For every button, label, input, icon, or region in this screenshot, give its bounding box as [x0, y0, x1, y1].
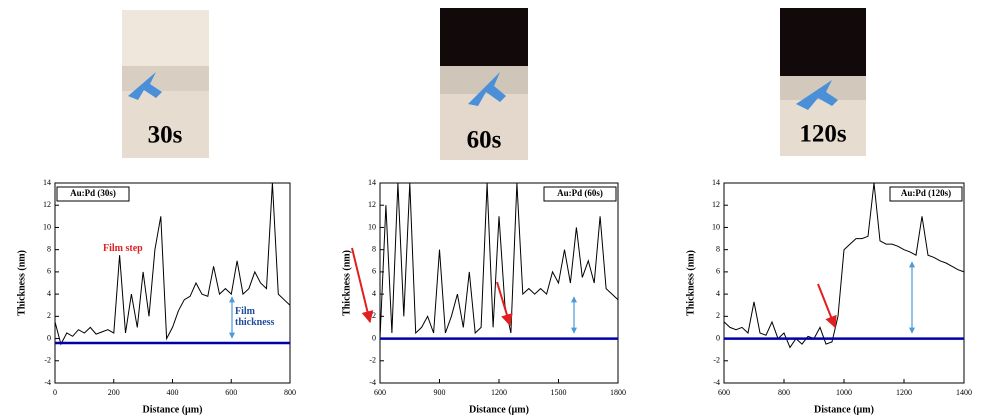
legend-box [889, 186, 963, 202]
y-tick-label: 0 [716, 333, 720, 342]
photo-label: 120s [799, 121, 847, 148]
x-tick-label: 1000 [836, 388, 852, 397]
y-tick-label: 2 [716, 311, 720, 320]
plot-frame [723, 182, 965, 384]
y-tick-label: -2 [44, 356, 51, 365]
y-tick-label: 0 [372, 333, 376, 342]
y-tick-label: -2 [369, 356, 376, 365]
profile-line [723, 182, 965, 349]
y-tick-label: 8 [716, 244, 720, 253]
plot-frame [379, 182, 619, 384]
y-tick-label: 12 [368, 200, 376, 209]
x-tick-label: 600 [718, 388, 730, 397]
chart: -4 -2 0 2 4 6 8 10 12 14 600 900 1200 1500 1800 Distanc… [341, 178, 626, 415]
x-tick-label: 1800 [610, 388, 626, 397]
y-tick-label: 0 [47, 333, 51, 342]
x-tick-label: 400 [167, 388, 179, 397]
y-tick-label: -4 [369, 378, 376, 387]
y-tick-label: 8 [372, 244, 376, 253]
x-tick-label: 900 [434, 388, 446, 397]
y-tick-label: 8 [47, 244, 51, 253]
x-tick-label: 1400 [956, 388, 972, 397]
y-axis-label: Thickness (nm) [685, 250, 696, 316]
photo-label: 60s [467, 127, 502, 154]
y-tick-label: 12 [43, 200, 51, 209]
x-tick-label: 0 [53, 388, 57, 397]
y-tick-label: 4 [716, 289, 720, 298]
photo [440, 8, 528, 160]
photo [780, 8, 866, 156]
y-tick-label: 14 [712, 178, 720, 187]
x-tick-label: 800 [778, 388, 790, 397]
y-tick-label: 6 [372, 267, 376, 276]
chart: -4 -2 0 2 4 6 8 10 12 14 600 800 1000 1200 1400 Distanc… [685, 178, 972, 415]
y-tick-label: -4 [713, 378, 720, 387]
profile-line [379, 182, 619, 339]
y-tick-label: 10 [368, 222, 376, 231]
legend-box [56, 186, 130, 202]
y-tick-label: 6 [47, 267, 51, 276]
annotation: Film thickness [235, 306, 275, 328]
y-axis-label: Thickness (nm) [341, 250, 352, 316]
y-tick-label: 2 [47, 311, 51, 320]
y-tick-label: 6 [716, 267, 720, 276]
legend-box [543, 186, 617, 202]
annotation-text: Film thickness [235, 306, 275, 328]
plot-frame [54, 182, 291, 384]
x-tick-label: 1200 [896, 388, 912, 397]
annotation-text: Film step [103, 243, 143, 254]
step-arrow [496, 281, 513, 327]
y-tick-label: 10 [712, 222, 720, 231]
y-tick-label: 14 [368, 178, 376, 187]
x-axis-label: Distance (µm) [143, 404, 203, 415]
x-tick-label: 200 [108, 388, 120, 397]
legend-label: Au:Pd (30s) [70, 188, 116, 198]
y-tick-label: -2 [713, 356, 720, 365]
legend-label: Au:Pd (120s) [901, 188, 951, 198]
y-axis-label: Thickness (nm) [16, 250, 27, 316]
x-tick-label: 600 [374, 388, 386, 397]
y-tick-label: 10 [43, 222, 51, 231]
photo [122, 10, 209, 158]
x-axis-label: Distance (µm) [814, 404, 874, 415]
x-tick-label: 1500 [551, 388, 567, 397]
step-arrow [351, 247, 374, 324]
y-tick-label: 4 [47, 289, 51, 298]
profile-line [54, 182, 291, 346]
photo-label: 30s [148, 122, 183, 149]
y-tick-label: 12 [712, 200, 720, 209]
x-axis-label: Distance (µm) [469, 404, 529, 415]
y-tick-label: 14 [43, 178, 51, 187]
x-tick-label: 800 [284, 388, 296, 397]
step-arrow [817, 283, 837, 329]
y-tick-label: 4 [372, 289, 376, 298]
annotation: Film step [103, 243, 143, 254]
x-tick-label: 1200 [491, 388, 507, 397]
x-tick-label: 600 [225, 388, 237, 397]
legend-label: Au:Pd (60s) [557, 188, 603, 198]
y-tick-label: -4 [44, 378, 51, 387]
y-tick-label: 2 [372, 311, 376, 320]
chart: -4 -2 0 2 4 6 8 10 12 14 0 200 400 600 800 Distance (µm… [16, 178, 374, 415]
